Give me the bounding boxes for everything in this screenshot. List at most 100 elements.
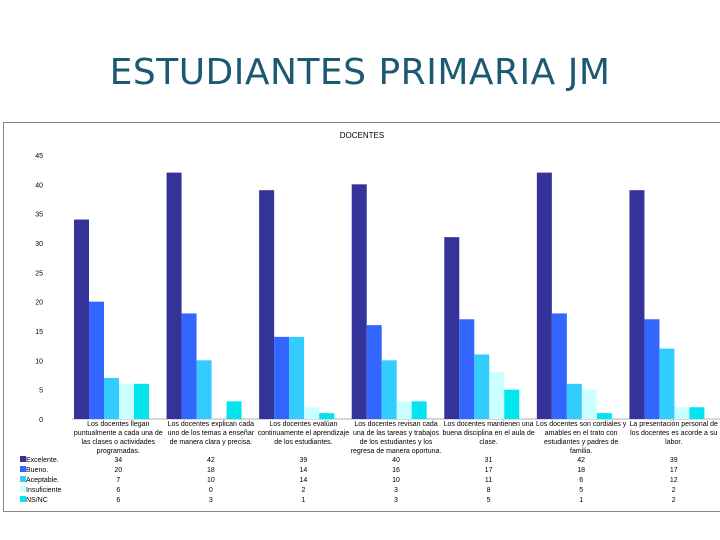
bar <box>489 372 505 419</box>
bar <box>134 383 149 419</box>
data-value-label: 3 <box>394 487 398 494</box>
data-value-label: 6 <box>579 477 583 484</box>
bar <box>459 319 475 419</box>
data-value-label: 10 <box>392 477 400 484</box>
data-value-label: 8 <box>487 487 491 494</box>
data-value-label: 14 <box>300 477 308 484</box>
bar <box>274 336 290 419</box>
y-tick-label: 20 <box>35 300 43 307</box>
data-value-label: 18 <box>577 467 585 474</box>
data-value-label: 7 <box>116 477 120 484</box>
y-tick-label: 45 <box>35 153 43 160</box>
data-value-label: 16 <box>392 467 400 474</box>
legend-swatch <box>20 476 26 482</box>
slide-title: ESTUDIANTES PRIMARIA JM <box>109 52 611 93</box>
bar <box>444 237 460 419</box>
category-label: una de las tareas y trabajos <box>353 430 439 437</box>
bar <box>319 413 335 419</box>
bar <box>89 301 104 419</box>
legend-label: Insuficiente <box>26 487 62 494</box>
bar <box>351 184 367 419</box>
y-tick-label: 15 <box>35 329 43 336</box>
data-value-label: 1 <box>579 497 583 504</box>
category-label: Los docentes explican cada <box>168 421 254 428</box>
bar <box>596 413 612 419</box>
data-value-label: 14 <box>300 467 308 474</box>
bar <box>366 325 382 419</box>
y-tick-label: 0 <box>39 417 43 424</box>
chart-title: DOCENTES <box>340 131 384 140</box>
chart-frame: DOCENTES 0 5 10 15 20 25 30 35 40 45 Los docentes… <box>3 122 720 512</box>
category-label: uno de los temas a enseñar <box>168 430 255 437</box>
data-value-label: 39 <box>670 457 678 464</box>
data-value-label: 42 <box>577 457 585 464</box>
data-value-label: 10 <box>207 477 215 484</box>
bar <box>104 377 119 419</box>
bar <box>629 190 645 419</box>
bar <box>119 383 134 419</box>
data-value-label: 34 <box>114 457 122 464</box>
bar <box>396 401 412 419</box>
category-label: La presentación personal de <box>630 421 718 428</box>
bar <box>504 389 520 419</box>
data-value-label: 2 <box>672 487 676 494</box>
legend-label: NS/NC <box>26 497 48 504</box>
category-label: amables en el trato con <box>545 430 618 437</box>
data-value-label: 3 <box>209 497 213 504</box>
data-value-label: 17 <box>485 467 493 474</box>
legend-swatch <box>20 456 26 462</box>
data-value-label: 2 <box>672 497 676 504</box>
bar <box>644 319 660 419</box>
bar <box>304 407 320 419</box>
bar <box>226 401 242 419</box>
data-value-label: 40 <box>392 457 400 464</box>
category-label: Los docentes mantienen una <box>444 421 534 428</box>
bar <box>536 172 552 419</box>
legend-swatch <box>20 496 26 502</box>
bar <box>289 336 305 419</box>
legend-label: Aceptable. <box>26 477 59 484</box>
y-tick-label: 10 <box>35 358 43 365</box>
legend-label: Excelente. <box>26 457 59 464</box>
data-value-label: 39 <box>300 457 308 464</box>
category-label: continuamente el aprendizaje <box>258 430 350 437</box>
y-tick-label: 25 <box>35 270 43 277</box>
y-tick-label: 35 <box>35 212 43 219</box>
category-label: Los docentes llegan <box>87 421 149 428</box>
y-axis: 0 5 10 15 20 25 30 35 40 45 <box>35 153 43 424</box>
bar <box>181 313 197 419</box>
category-label: Los docentes revisan cada <box>354 421 437 428</box>
legend-label: Bueno. <box>26 467 48 474</box>
bar <box>551 313 567 419</box>
bar <box>659 348 675 419</box>
category-label: puntualmente a cada una de <box>74 430 163 437</box>
bar <box>674 407 690 419</box>
y-tick-label: 5 <box>39 388 43 395</box>
data-value-label: 2 <box>301 487 305 494</box>
bar <box>166 172 182 419</box>
data-value-label: 20 <box>114 467 122 474</box>
legend-swatch <box>20 466 26 472</box>
y-tick-label: 30 <box>35 241 43 248</box>
data-value-label: 6 <box>116 497 120 504</box>
data-value-label: 1 <box>301 497 305 504</box>
legend-swatch <box>20 486 26 492</box>
category-label: de los estudiantes y los <box>360 439 433 446</box>
bars <box>74 172 705 419</box>
category-label: los docentes es acorde a su <box>630 430 717 437</box>
category-label: de manera clara y precisa. <box>170 439 253 446</box>
data-value-label: 6 <box>116 487 120 494</box>
data-value-label: 5 <box>579 487 583 494</box>
data-value-label: 0 <box>209 487 213 494</box>
bar <box>74 219 89 419</box>
bar <box>411 401 427 419</box>
bar <box>581 389 597 419</box>
category-label: labor. <box>665 439 682 446</box>
category-label: estudiantes y padres de <box>544 439 618 446</box>
bar <box>474 354 490 419</box>
category-label: familia. <box>570 448 592 455</box>
data-value-label: 42 <box>207 457 215 464</box>
data-value-label: 11 <box>485 477 492 484</box>
bar <box>689 407 705 419</box>
